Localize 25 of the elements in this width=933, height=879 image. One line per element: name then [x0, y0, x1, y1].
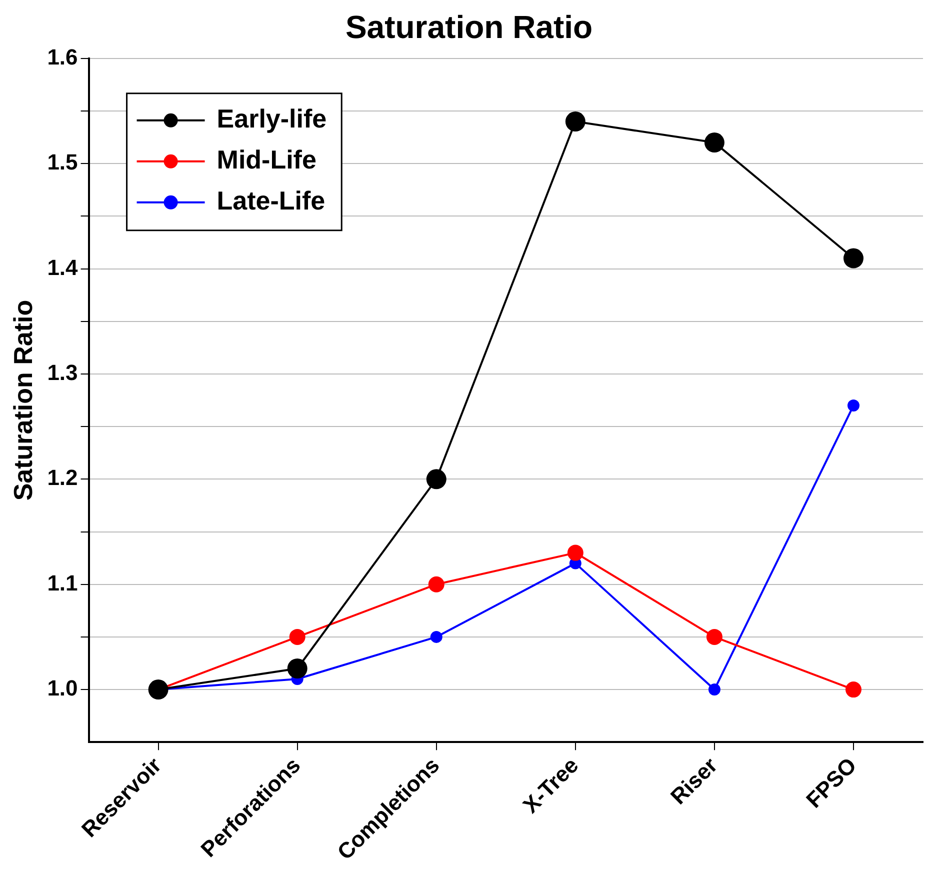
point [565, 112, 586, 132]
point [430, 630, 442, 643]
point [567, 544, 584, 561]
point [845, 682, 862, 698]
point [426, 469, 446, 490]
y-tick-label: 1.5 [47, 150, 78, 175]
point [289, 628, 306, 645]
point [706, 628, 722, 645]
legend-label: Late-Life [216, 186, 326, 216]
chart-title: Saturation Ratio [345, 9, 593, 46]
y-tick-label: 1.0 [47, 676, 78, 701]
point [847, 400, 860, 412]
point [843, 248, 864, 268]
y-tick-label: 1.4 [47, 254, 79, 280]
y-tick-label: 1.1 [47, 570, 78, 596]
y-axis-title: Saturation Ratio [8, 300, 38, 501]
point [708, 684, 720, 696]
legend-label: Mid-Life [216, 144, 316, 175]
point [704, 132, 724, 153]
y-tick-label: 1.6 [47, 44, 78, 70]
y-tick-label: 1.2 [47, 465, 78, 490]
point [287, 658, 308, 678]
point [428, 576, 444, 592]
legend-label: Early-life [216, 104, 327, 134]
y-tick-label: 1.3 [47, 360, 78, 386]
